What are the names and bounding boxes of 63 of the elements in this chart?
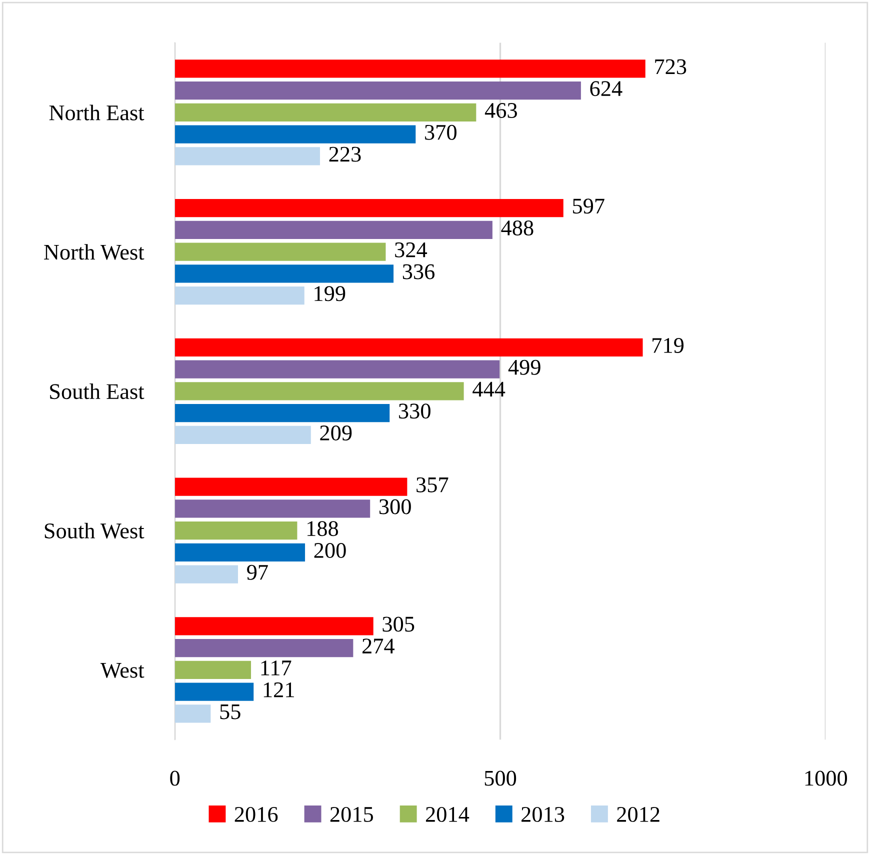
data-label: 209 bbox=[320, 425, 352, 440]
data-label: 357 bbox=[416, 477, 448, 492]
data-label: 223 bbox=[329, 146, 361, 162]
bar bbox=[174, 60, 646, 78]
y-tick-label: West bbox=[100, 663, 144, 678]
bar bbox=[174, 125, 416, 144]
data-label: 444 bbox=[472, 382, 506, 397]
bar bbox=[174, 478, 408, 496]
bar bbox=[174, 264, 394, 283]
bar bbox=[174, 286, 304, 305]
bar bbox=[174, 638, 354, 658]
x-tick-label: 1000 bbox=[805, 770, 848, 786]
y-tick-label: South East bbox=[50, 383, 144, 400]
data-label: 723 bbox=[655, 59, 686, 74]
legend-label: 2016 bbox=[234, 806, 278, 822]
legend-label: 2014 bbox=[426, 806, 470, 822]
data-label: 121 bbox=[264, 682, 294, 698]
x-tick-label: 0 bbox=[170, 770, 180, 786]
data-label: 336 bbox=[402, 264, 435, 280]
legend-label: 2012 bbox=[617, 806, 660, 822]
bar bbox=[174, 382, 464, 400]
data-label: 97 bbox=[247, 564, 268, 580]
data-label: 305 bbox=[382, 616, 414, 632]
data-label: 370 bbox=[425, 124, 456, 140]
data-label: 499 bbox=[508, 360, 540, 375]
bar bbox=[174, 500, 370, 518]
legend-label: 2015 bbox=[330, 806, 374, 822]
bar bbox=[174, 198, 564, 218]
bar bbox=[174, 521, 298, 540]
bar bbox=[174, 220, 492, 239]
bar bbox=[174, 704, 211, 723]
bar bbox=[174, 660, 252, 679]
bar bbox=[174, 617, 374, 636]
data-label: 463 bbox=[484, 103, 517, 118]
x-tick-label: 500 bbox=[484, 770, 516, 786]
data-label: 624 bbox=[590, 81, 622, 96]
data-label: 324 bbox=[395, 242, 428, 258]
data-label: 300 bbox=[379, 499, 411, 514]
bar bbox=[174, 565, 238, 584]
data-label: 199 bbox=[314, 286, 346, 302]
bar bbox=[174, 81, 581, 100]
y-tick-label: South West bbox=[44, 522, 144, 539]
data-label: 330 bbox=[399, 404, 430, 419]
data-label: 117 bbox=[261, 660, 292, 676]
data-label: 719 bbox=[652, 338, 684, 353]
data-label: 488 bbox=[501, 220, 534, 236]
bar bbox=[174, 404, 390, 422]
bar bbox=[174, 682, 254, 701]
data-label: 200 bbox=[314, 542, 346, 558]
legend-label: 2013 bbox=[522, 806, 564, 822]
data-label: 274 bbox=[362, 638, 394, 654]
bar bbox=[174, 338, 643, 356]
bar bbox=[174, 426, 311, 444]
data-label: 55 bbox=[220, 704, 240, 720]
bar bbox=[174, 147, 320, 166]
bar bbox=[174, 360, 500, 378]
data-label: 597 bbox=[573, 198, 604, 214]
y-tick-label: North East bbox=[49, 104, 144, 120]
data-label: 188 bbox=[308, 521, 338, 536]
y-tick-label: North West bbox=[44, 244, 144, 260]
bar bbox=[174, 242, 386, 261]
bar bbox=[174, 543, 306, 562]
bar bbox=[174, 103, 476, 122]
